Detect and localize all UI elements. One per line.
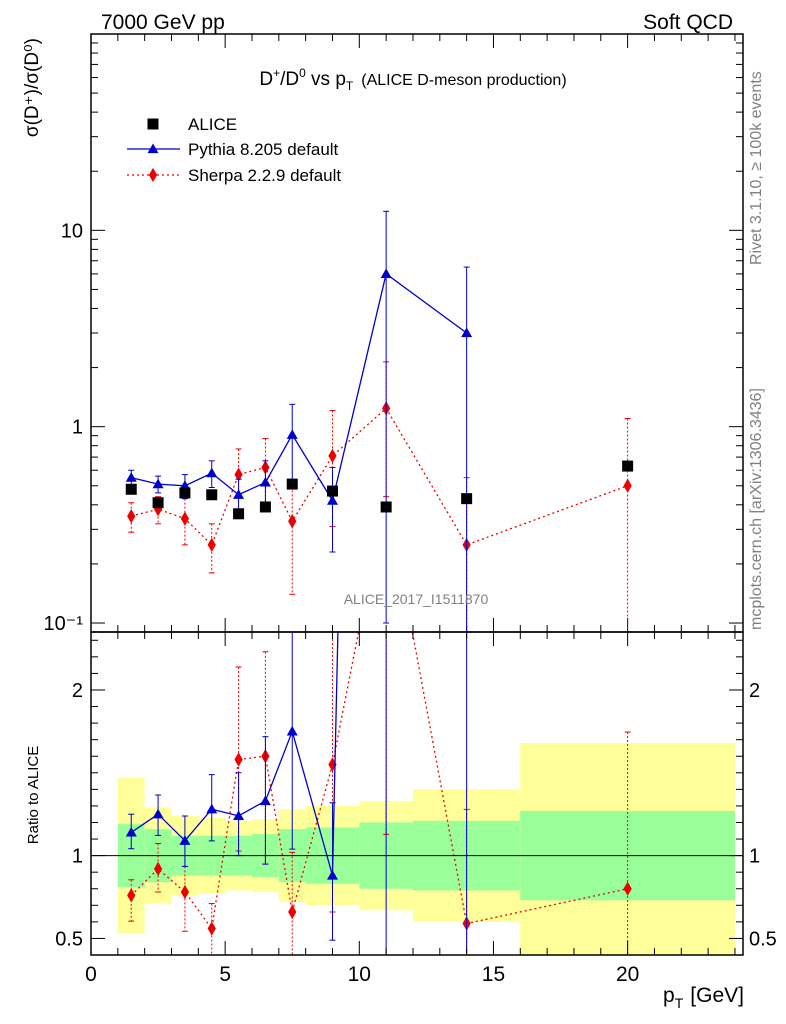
sherpa-ratio-point	[180, 884, 190, 900]
pythia-point	[461, 327, 473, 338]
header-right: Soft QCD	[643, 11, 733, 34]
sherpa-ratio-point	[207, 921, 216, 936]
ratio-y-tick-label-right: 0.5	[749, 928, 777, 950]
alice-point	[206, 489, 218, 501]
alice-point	[152, 497, 164, 509]
legend-alice-marker	[147, 118, 159, 130]
x-axis-title-sub: T	[675, 995, 684, 1011]
legend-pythia-label: Pythia 8.205 default	[188, 140, 339, 159]
pythia-ratio-point	[286, 725, 298, 736]
rivet-label: Rivet 3.1.10, ≥ 100k events	[748, 71, 765, 265]
ratio-frame-rect	[90, 631, 744, 956]
x-axis-title-unit: [GeV]	[690, 984, 744, 1007]
y-axis-title: σ(D⁺)/σ(D⁰)	[22, 38, 43, 137]
sherpa-ratio-point	[623, 881, 632, 896]
pythia-ratio-point	[326, 869, 338, 880]
x-axis-title-main: p	[663, 984, 675, 1007]
title-sub: (ALICE D-meson production)	[361, 72, 566, 89]
title-plus: +	[273, 66, 280, 80]
alice-point	[622, 460, 634, 472]
pythia-ratio-point	[259, 795, 271, 806]
x-tick-label: 10	[348, 963, 371, 986]
pythia-point	[152, 478, 164, 489]
ratio-plot-frame: 0 5 10 15 20 0.5 0.5 1 1 2 2	[55, 631, 777, 986]
x-tick-label: 0	[85, 963, 97, 986]
sherpa-point	[207, 537, 216, 553]
pythia-ratio-point	[179, 835, 191, 845]
sherpa-ratio-point	[153, 861, 163, 877]
pythia-ratio-point	[233, 810, 245, 820]
mcplots-label: mcplots.cern.ch [arXiv:1306.3436]	[748, 388, 765, 630]
alice-point	[326, 485, 338, 497]
plot-title: D+/D0 vs pT (ALICE D-meson production)	[259, 66, 566, 93]
sherpa-point	[328, 448, 337, 464]
ratio-y-tick-label: 2	[72, 680, 83, 702]
header-left: 7000 GeV pp	[101, 11, 225, 34]
pythia-line	[131, 272, 468, 503]
pythia-point	[259, 476, 271, 487]
sherpa-ratio-point	[127, 888, 136, 903]
alice-point	[286, 478, 298, 490]
sherpa-ratio-point	[288, 904, 297, 920]
pythia-point	[326, 495, 338, 505]
pythia-point	[206, 467, 218, 478]
sherpa-point	[234, 467, 243, 482]
sherpa-ratio-point	[234, 752, 243, 767]
y-tick-label: 10	[61, 220, 83, 242]
legend-alice-label: ALICE	[188, 115, 237, 134]
alice-point	[233, 508, 245, 520]
x-tick-label: 20	[616, 963, 639, 986]
ratio-y-tick-label-right: 2	[749, 680, 760, 702]
sherpa-point	[180, 511, 190, 526]
pythia-point	[233, 489, 245, 499]
alice-point	[179, 487, 191, 499]
sherpa-point	[623, 478, 632, 493]
y-tick-label: 1	[72, 417, 83, 439]
title-main: D	[259, 69, 273, 90]
pythia-point	[125, 472, 137, 482]
alice-point	[380, 501, 392, 513]
alice-point	[259, 501, 271, 513]
analysis-label: ALICE_2017_I1511870	[344, 591, 489, 607]
sherpa-point	[288, 514, 297, 529]
ratio-y-axis-title: Ratio to ALICE	[25, 746, 42, 844]
ratio-y-tick-label: 1	[72, 846, 83, 868]
legend-sherpa-label: Sherpa 2.2.9 default	[188, 166, 341, 185]
title-zero: 0	[299, 66, 306, 80]
legend-pythia-marker	[147, 143, 159, 154]
x-axis-title: pT [GeV]	[663, 984, 744, 1011]
legend-sherpa-marker	[148, 167, 158, 183]
pythia-ratio-point	[206, 803, 218, 814]
ratio-y-tick-label: 0.5	[55, 928, 83, 950]
pythia-ratio-point	[125, 826, 137, 837]
legend: ALICE Pythia 8.205 default Sherpa 2.2.9 de…	[127, 115, 341, 185]
title-slash: /D	[280, 69, 299, 90]
pythia-point	[286, 429, 298, 439]
x-tick-label: 15	[482, 963, 505, 986]
title-t: T	[346, 79, 354, 93]
pythia-ratio-line	[130, 632, 339, 876]
pythia-ratio-point	[152, 808, 164, 819]
alice-point	[125, 483, 137, 495]
sherpa-point	[127, 509, 136, 524]
pythia-point	[380, 268, 392, 279]
x-tick-label: 5	[219, 963, 231, 986]
y-tick-label: 10⁻¹	[44, 613, 84, 635]
title-vs: vs p	[306, 69, 346, 90]
ratio-y-tick-label-right: 1	[749, 846, 760, 868]
alice-point	[461, 493, 473, 505]
